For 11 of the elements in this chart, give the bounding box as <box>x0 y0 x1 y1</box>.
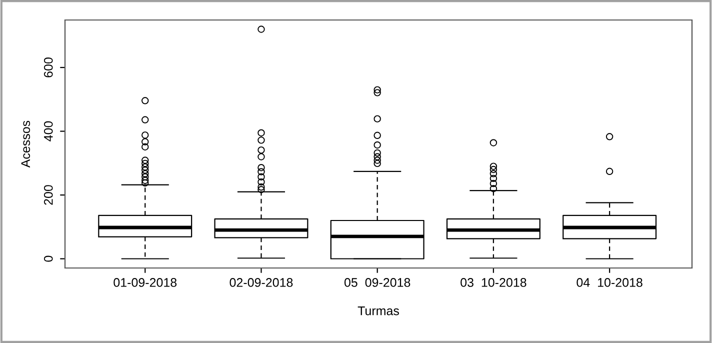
x-tick-label: 05 09-2018 <box>344 278 410 287</box>
y-tick-label: 200 <box>44 185 53 205</box>
x-tick-label: 02-09-2018 <box>230 278 293 287</box>
y-tick-label: 0 <box>44 256 53 262</box>
y-tick-label: 400 <box>44 121 53 142</box>
x-tick-label: 04 10-2018 <box>576 278 642 287</box>
y-axis-title: Acessos <box>21 120 30 168</box>
x-tick-label: 03 10-2018 <box>460 278 526 287</box>
y-tick-label: 600 <box>44 58 53 78</box>
x-tick-label: 01-09-2018 <box>114 278 177 287</box>
x-axis-title: Turmas <box>358 306 399 316</box>
